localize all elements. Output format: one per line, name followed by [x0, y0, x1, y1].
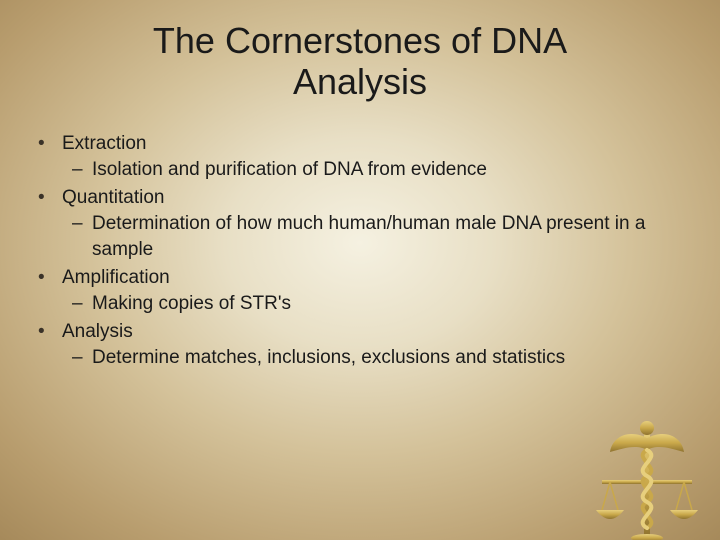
bullet-label: Extraction [62, 131, 146, 157]
sub-bullet-text: Determination of how much human/human ma… [92, 211, 652, 263]
list-item: • Analysis – Determine matches, inclusio… [36, 319, 684, 371]
title-line-1: The Cornerstones of DNA [153, 20, 567, 61]
list-item: – Isolation and purification of DNA from… [70, 157, 684, 183]
dash-icon: – [70, 345, 92, 371]
bullet-icon: • [36, 319, 62, 345]
list-item: – Determination of how much human/human … [70, 211, 684, 263]
bullet-label: Quantitation [62, 185, 164, 211]
list-item: • Quantitation – Determination of how mu… [36, 185, 684, 263]
bullet-icon: • [36, 265, 62, 291]
bullet-list: • Extraction – Isolation and purificatio… [36, 131, 684, 371]
list-item: • Amplification – Making copies of STR's [36, 265, 684, 317]
bullet-icon: • [36, 131, 62, 157]
bullet-icon: • [36, 185, 62, 211]
title-line-2: Analysis [293, 61, 427, 102]
sub-bullet-text: Making copies of STR's [92, 291, 291, 317]
list-item: – Making copies of STR's [70, 291, 684, 317]
list-item: – Determine matches, inclusions, exclusi… [70, 345, 684, 371]
caduceus-scales-icon [582, 410, 712, 540]
dash-icon: – [70, 157, 92, 183]
list-item: • Extraction – Isolation and purificatio… [36, 131, 684, 183]
sub-bullet-text: Isolation and purification of DNA from e… [92, 157, 487, 183]
slide: The Cornerstones of DNA Analysis • Extra… [0, 0, 720, 540]
bullet-label: Analysis [62, 319, 133, 345]
bullet-label: Amplification [62, 265, 170, 291]
sub-bullet-text: Determine matches, inclusions, exclusion… [92, 345, 565, 371]
slide-body: • Extraction – Isolation and purificatio… [0, 131, 720, 371]
dash-icon: – [70, 211, 92, 237]
slide-title: The Cornerstones of DNA Analysis [0, 20, 720, 103]
dash-icon: – [70, 291, 92, 317]
